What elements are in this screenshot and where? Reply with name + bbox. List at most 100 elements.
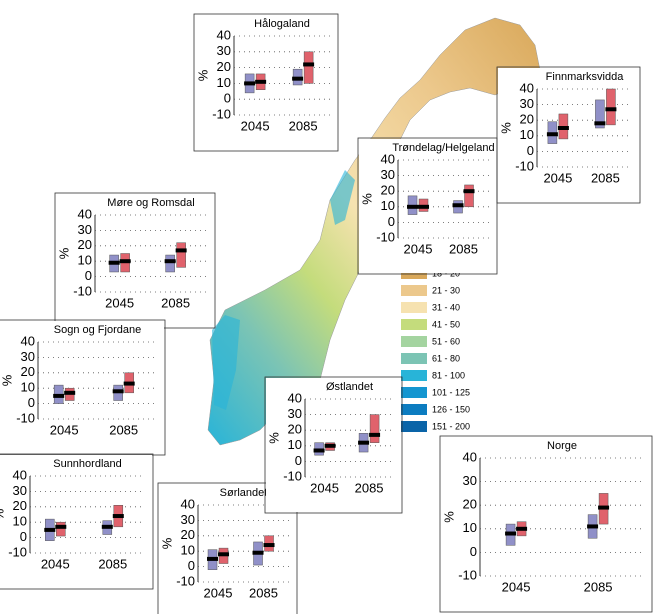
- median-bar: [292, 76, 304, 81]
- y-tick-label: 30: [217, 43, 231, 58]
- y-tick-label: 20: [21, 364, 35, 379]
- y-tick-label: -10: [176, 573, 195, 588]
- range-box: [165, 254, 175, 273]
- legend-swatch: [401, 336, 427, 347]
- panel-title: Hålogaland: [254, 18, 310, 30]
- y-tick-label: 10: [78, 253, 92, 268]
- median-bar: [44, 527, 56, 532]
- legend-label: 31 - 40: [432, 302, 460, 312]
- y-tick-label: 30: [288, 406, 302, 421]
- y-tick-label: 30: [463, 473, 477, 488]
- median-bar: [123, 381, 135, 386]
- y-tick-label: 30: [78, 222, 92, 237]
- y-tick-label: 0: [188, 558, 195, 573]
- y-tick-label: 0: [85, 268, 92, 283]
- median-bar: [358, 440, 370, 445]
- y-tick-label: 10: [181, 543, 195, 558]
- mountain-region: [212, 170, 355, 410]
- panel-background: [0, 321, 164, 454]
- x-tick-label: 2085: [161, 295, 190, 310]
- y-tick-label: -10: [73, 283, 92, 298]
- panel-title: Østlandet: [326, 381, 373, 393]
- median-bar: [244, 81, 256, 86]
- median-bar: [255, 79, 267, 84]
- median-bar: [324, 443, 336, 448]
- legend-label: 41 - 50: [432, 319, 460, 329]
- median-bar: [369, 432, 381, 437]
- median-bar: [55, 524, 67, 529]
- median-bar: [587, 524, 599, 529]
- range-box: [369, 414, 380, 443]
- y-tick-label: 40: [78, 206, 92, 221]
- median-bar: [463, 189, 475, 194]
- median-bar: [207, 556, 219, 561]
- median-bar: [263, 543, 275, 548]
- median-bar: [164, 259, 176, 264]
- y-tick-label: 10: [288, 437, 302, 452]
- x-tick-label: 2045: [543, 170, 572, 185]
- legend-label: 101 - 125: [432, 387, 470, 397]
- y-tick-label: 30: [13, 483, 27, 498]
- y-axis-label: %: [0, 374, 14, 386]
- legend-swatch: [401, 421, 427, 432]
- y-tick-label: -10: [16, 410, 35, 425]
- median-bar: [598, 505, 610, 510]
- median-bar: [252, 550, 264, 555]
- x-tick-label: 2045: [50, 422, 79, 437]
- y-tick-label: 40: [463, 449, 477, 464]
- map-legend: 18 - 20 21 - 30 31 - 40 41 - 50 51 - 60 61 - …: [401, 268, 470, 432]
- legend-label: 61 - 80: [432, 353, 460, 363]
- legend-label: 18 - 20: [432, 268, 460, 278]
- y-tick-label: 20: [463, 497, 477, 512]
- y-tick-label: -10: [458, 567, 477, 582]
- y-tick-label: 0: [388, 214, 395, 229]
- y-tick-label: 20: [520, 112, 534, 127]
- y-tick-label: 30: [181, 512, 195, 527]
- median-bar: [516, 526, 528, 531]
- x-tick-label: 2085: [355, 480, 384, 495]
- median-bar: [53, 393, 65, 398]
- panel-background: [441, 437, 651, 611]
- panel-background: [0, 455, 152, 588]
- panel-title: Sunnhordland: [53, 458, 122, 470]
- x-tick-label: 2045: [310, 480, 339, 495]
- panel-title: Møre og Romsdal: [107, 197, 194, 209]
- y-tick-label: 0: [470, 544, 477, 559]
- y-tick-label: 40: [381, 151, 395, 166]
- legend-label: 21 - 30: [432, 285, 460, 295]
- y-tick-label: 40: [288, 390, 302, 405]
- y-axis-label: %: [266, 432, 281, 444]
- legend-swatch: [401, 370, 427, 381]
- legend-label: 51 - 60: [432, 336, 460, 346]
- panel-frame: [0, 453, 154, 590]
- median-bar: [605, 107, 617, 112]
- legend-swatch: [401, 268, 427, 279]
- y-tick-label: 20: [288, 422, 302, 437]
- legend-label: 81 - 100: [432, 370, 465, 380]
- x-tick-label: 2045: [241, 118, 270, 133]
- y-tick-label: 10: [381, 198, 395, 213]
- panel-frame: [193, 13, 339, 152]
- panel-frame: [264, 376, 403, 514]
- legend-swatch: [401, 404, 427, 415]
- legend-swatch: [401, 353, 427, 364]
- y-tick-label: 10: [520, 127, 534, 142]
- panel-frame: [496, 66, 641, 204]
- panel-frame: [357, 137, 498, 275]
- y-tick-label: 10: [21, 380, 35, 395]
- panel-title: Trøndelag/Helgeland: [392, 142, 494, 154]
- y-tick-label: 30: [520, 96, 534, 111]
- x-tick-label: 2045: [404, 241, 433, 256]
- median-bar: [546, 132, 558, 137]
- x-tick-label: 2085: [98, 556, 127, 571]
- panel-title: Sogn og Fjordane: [54, 324, 141, 336]
- median-bar: [407, 204, 419, 209]
- range-box: [464, 184, 474, 208]
- median-bar: [175, 248, 187, 253]
- panel-title: Norge: [547, 440, 577, 452]
- y-axis-label: %: [0, 508, 6, 520]
- y-axis-label: %: [159, 537, 174, 549]
- y-axis-label: %: [441, 511, 456, 523]
- legend-label: 126 - 150: [432, 404, 470, 414]
